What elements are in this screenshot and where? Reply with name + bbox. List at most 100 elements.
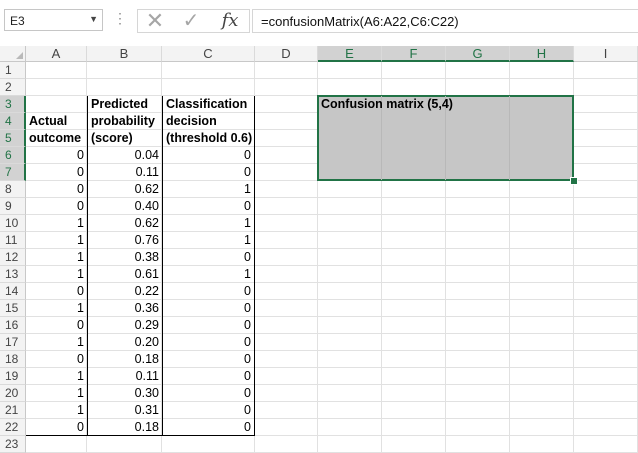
cell-c10[interactable]: 1 <box>162 215 255 232</box>
cell-c19[interactable]: 0 <box>162 368 255 385</box>
row-header-19[interactable]: 19 <box>0 368 26 385</box>
row-header-20[interactable]: 20 <box>0 385 26 402</box>
cell-c17[interactable]: 0 <box>162 334 255 351</box>
insert-function-icon[interactable]: fx <box>221 10 239 31</box>
cell-b13[interactable]: 0.61 <box>87 266 162 283</box>
row-header-5[interactable]: 5 <box>0 130 26 147</box>
cell-c14[interactable]: 0 <box>162 283 255 300</box>
cell-a17[interactable]: 1 <box>77 335 84 349</box>
cell-b4[interactable]: probability <box>87 113 162 130</box>
name-box[interactable]: E3 ▼ <box>4 9 103 31</box>
cell-a22[interactable]: 0 <box>26 419 87 436</box>
cell-c8[interactable]: 1 <box>162 181 255 198</box>
formula-input[interactable]: =confusionMatrix(A6:A22,C6:C22) <box>252 9 638 33</box>
cell-b20[interactable]: 0.30 <box>87 385 162 402</box>
row-header-6[interactable]: 6 <box>0 147 26 164</box>
cell-b18[interactable]: 0.18 <box>87 351 162 368</box>
cell-a13[interactable]: 1 <box>77 267 84 281</box>
cell-b11[interactable]: 0.76 <box>87 232 162 249</box>
cell-a18[interactable]: 0 <box>77 352 84 366</box>
cell-b21[interactable]: 0.31 <box>87 402 162 419</box>
column-header-i[interactable]: I <box>574 46 638 62</box>
row-header-7[interactable]: 7 <box>0 164 26 181</box>
cell-a21[interactable]: 1 <box>77 403 84 417</box>
cell-b22[interactable]: 0.18 <box>87 419 162 436</box>
cell-b17[interactable]: 0.20 <box>87 334 162 351</box>
cell-c7[interactable]: 0 <box>162 164 255 181</box>
row-header-1[interactable]: 1 <box>0 62 26 79</box>
row-header-2[interactable]: 2 <box>0 79 26 96</box>
cancel-icon[interactable]: ✕ <box>145 8 165 33</box>
cell-b3[interactable]: Predicted <box>87 96 162 113</box>
cell-a20[interactable]: 1 <box>77 386 84 400</box>
column-header-d[interactable]: D <box>255 46 318 62</box>
column-header-e[interactable]: E <box>318 46 382 62</box>
row-header-13[interactable]: 13 <box>0 266 26 283</box>
row-header-11[interactable]: 11 <box>0 232 26 249</box>
row-header-10[interactable]: 10 <box>0 215 26 232</box>
cell-a4[interactable]: Actual <box>29 114 68 128</box>
cell-c6[interactable]: 0 <box>162 147 255 164</box>
cell-c13[interactable]: 1 <box>162 266 255 283</box>
row-header-8[interactable]: 8 <box>0 181 26 198</box>
row-header-14[interactable]: 14 <box>0 283 26 300</box>
row-header-15[interactable]: 15 <box>0 300 26 317</box>
column-header-b[interactable]: B <box>87 46 162 62</box>
row-header-4[interactable]: 4 <box>0 113 26 130</box>
cell-a8[interactable]: 0 <box>77 182 84 196</box>
cell-a7[interactable]: 0 <box>77 165 84 179</box>
cell-c4[interactable]: decision <box>162 113 255 130</box>
chevron-down-icon[interactable]: ▼ <box>89 14 98 24</box>
cell-b9[interactable]: 0.40 <box>87 198 162 215</box>
row-header-9[interactable]: 9 <box>0 198 26 215</box>
cell-c21[interactable]: 0 <box>162 402 255 419</box>
more-options-icon[interactable]: ⋮ <box>113 10 127 26</box>
fill-handle[interactable] <box>570 177 578 185</box>
cell-c15[interactable]: 0 <box>162 300 255 317</box>
column-header-a[interactable]: A <box>26 46 87 62</box>
row-header-21[interactable]: 21 <box>0 402 26 419</box>
cell-b12[interactable]: 0.38 <box>87 249 162 266</box>
row-header-18[interactable]: 18 <box>0 351 26 368</box>
check-icon[interactable]: ✓ <box>182 10 200 32</box>
cell-a11[interactable]: 1 <box>77 233 84 247</box>
cell-c22[interactable]: 0 <box>162 419 255 436</box>
row-header-3[interactable]: 3 <box>0 96 26 113</box>
cell-a3[interactable] <box>26 96 87 113</box>
cell-b6[interactable]: 0.04 <box>87 147 162 164</box>
cell-c11[interactable]: 1 <box>162 232 255 249</box>
column-header-c[interactable]: C <box>162 46 255 62</box>
cell-a14[interactable]: 0 <box>77 284 84 298</box>
cell-a15[interactable]: 1 <box>77 301 84 315</box>
column-header-g[interactable]: G <box>446 46 510 62</box>
cell-a10[interactable]: 1 <box>77 216 84 230</box>
cell-b15[interactable]: 0.36 <box>87 300 162 317</box>
row-header-23[interactable]: 23 <box>0 436 26 453</box>
cell-c3[interactable]: Classification <box>162 96 255 113</box>
row-header-16[interactable]: 16 <box>0 317 26 334</box>
cell-c16[interactable]: 0 <box>162 317 255 334</box>
column-header-f[interactable]: F <box>382 46 446 62</box>
cell-a6[interactable]: 0 <box>77 148 84 162</box>
cell-a9[interactable]: 0 <box>77 199 84 213</box>
column-header-h[interactable]: H <box>510 46 574 62</box>
row-header-22[interactable]: 22 <box>0 419 26 436</box>
cell-b5[interactable]: (score) <box>87 130 162 147</box>
cell-c20[interactable]: 0 <box>162 385 255 402</box>
cell-a5[interactable]: outcome <box>29 131 82 145</box>
cell-c9[interactable]: 0 <box>162 198 255 215</box>
cell-e3-confusion-label[interactable]: Confusion matrix (5,4) <box>321 97 453 111</box>
cell-b7[interactable]: 0.11 <box>87 164 162 181</box>
cell-c18[interactable]: 0 <box>162 351 255 368</box>
cell-b16[interactable]: 0.29 <box>87 317 162 334</box>
cell-c5[interactable]: (threshold 0.6) <box>162 130 255 147</box>
cell-a19[interactable]: 1 <box>77 369 84 383</box>
cell-a12[interactable]: 1 <box>77 250 84 264</box>
cell-b10[interactable]: 0.62 <box>87 215 162 232</box>
cell-b19[interactable]: 0.11 <box>87 368 162 385</box>
select-all-button[interactable] <box>0 46 26 62</box>
cell-b8[interactable]: 0.62 <box>87 181 162 198</box>
row-header-12[interactable]: 12 <box>0 249 26 266</box>
cell-b14[interactable]: 0.22 <box>87 283 162 300</box>
cell-c12[interactable]: 0 <box>162 249 255 266</box>
